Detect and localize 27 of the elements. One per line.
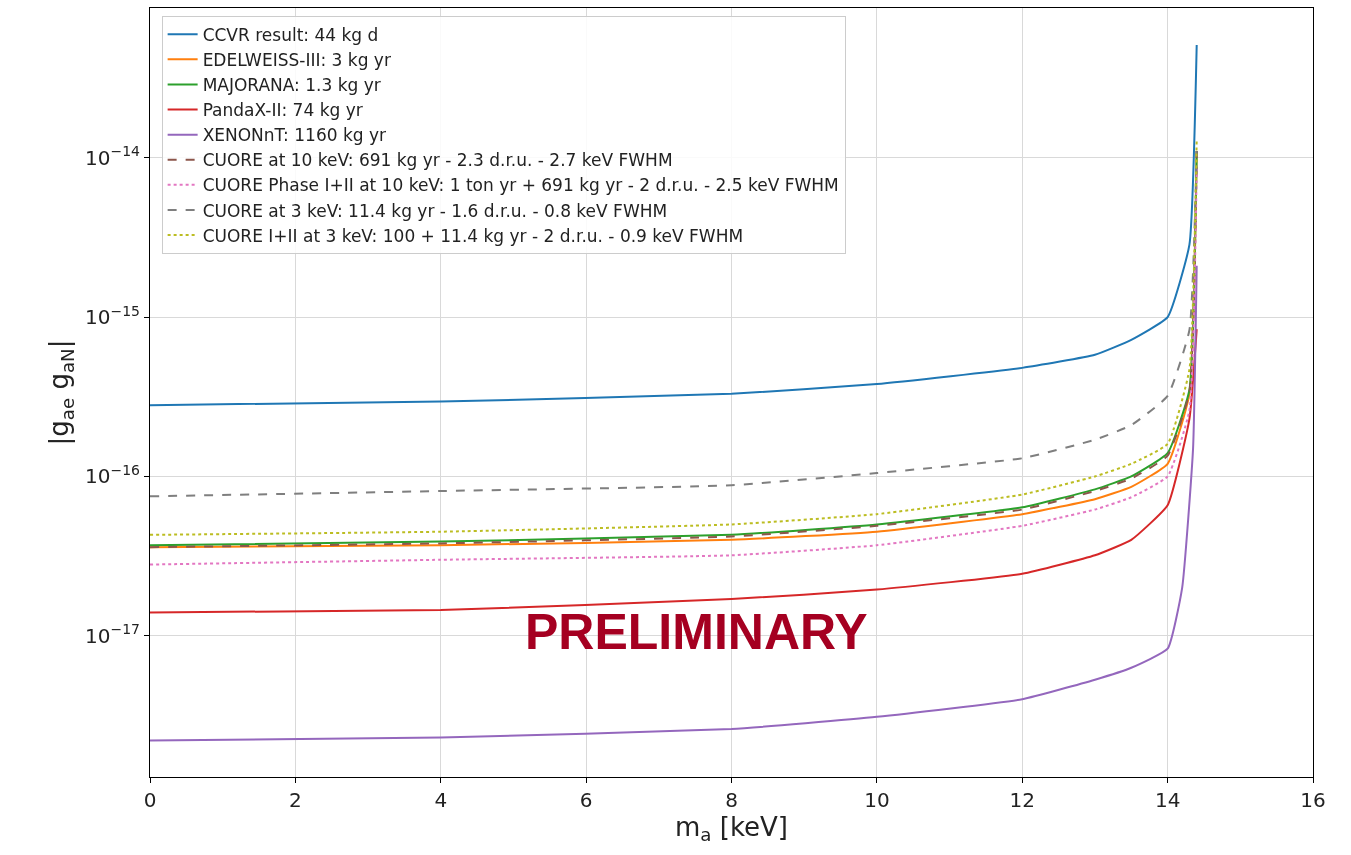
x-tick-label: 4	[434, 788, 448, 812]
line-series	[150, 328, 1198, 614]
legend-label: CCVR result: 44 kg d	[202, 24, 379, 45]
legend-label: CUORE at 10 keV: 691 kg yr - 2.3 d.r.u. - 2.7 keV FWHM	[202, 150, 673, 171]
x-axis-title: m$_{a}$ [keV]	[675, 812, 788, 846]
x-tick-label: 0	[143, 788, 157, 812]
x-tick-label: 16	[1300, 788, 1326, 812]
legend-label: EDELWEISS-III: 3 kg yr	[202, 49, 391, 70]
annotation: PRELIMINARY	[525, 604, 868, 660]
x-tick-label: 2	[289, 788, 302, 812]
x-tick-label: 6	[579, 788, 593, 812]
y-tick-label: 10$^{−14}$	[85, 143, 141, 170]
line-series	[150, 264, 1198, 742]
y-tick-label: 10$^{−15}$	[85, 302, 140, 330]
line-series	[150, 43, 1198, 407]
legend-label: CUORE at 3 keV: 11.4 kg yr - 1.6 d.r.u. - 0.8 keV FWHM	[202, 200, 668, 221]
legend-label: XENONnT: 1160 kg yr	[202, 125, 387, 146]
legend-label: MAJORANA: 1.3 kg yr	[202, 75, 381, 96]
legend-label: CUORE I+II at 3 keV: 100 + 11.4 kg yr - 2 d.r.u. - 0.9 keV FWHM	[202, 225, 744, 246]
y-tick-label: 10$^{−17}$	[85, 621, 140, 648]
x-tick-label: 10	[864, 788, 890, 812]
y-tick-label: 10$^{−16}$	[85, 462, 141, 489]
x-tick-label: 14	[1154, 788, 1181, 812]
x-tick-label: 8	[725, 788, 738, 812]
x-tick-label: 12	[1009, 788, 1035, 812]
legend-label: CUORE Phase I+II at 10 keV: 1 ton yr + 691 kg yr - 2 d.r.u. - 2.5 keV FWHM	[202, 175, 839, 196]
legend-label: PandaX-II: 74 kg yr	[202, 100, 363, 121]
